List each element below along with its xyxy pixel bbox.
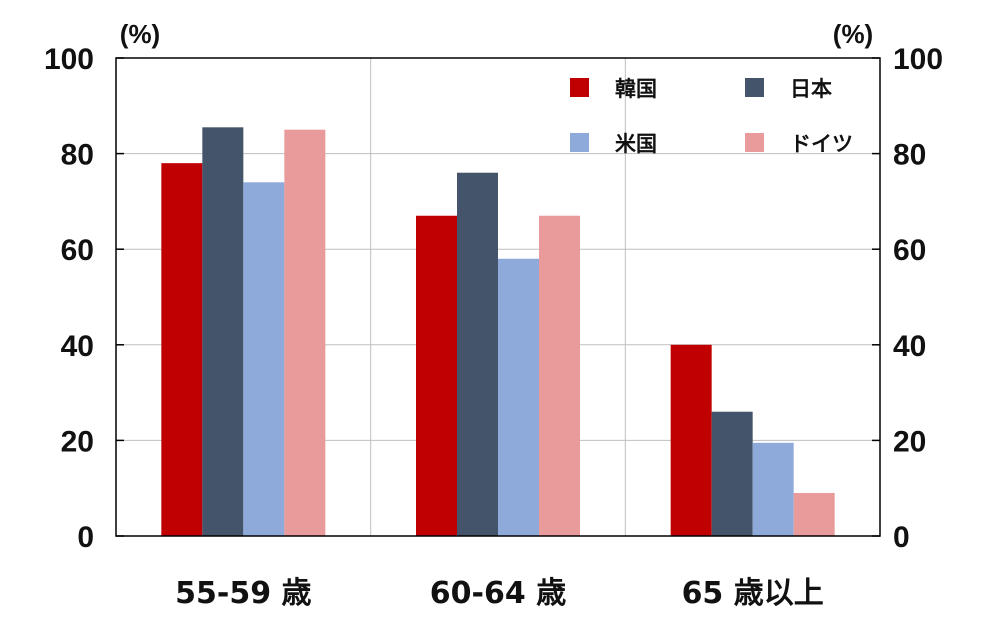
y-unit-left: (%) xyxy=(120,19,160,49)
plot-border xyxy=(115,57,881,537)
y-axis-left-ticks: 0 20 40 60 80 100 xyxy=(44,43,94,554)
y-tick-label-right: 60 xyxy=(893,234,926,267)
y-tick-label-left: 100 xyxy=(44,43,94,76)
y-tick-label-right: 40 xyxy=(893,330,926,363)
legend-swatch xyxy=(745,133,764,152)
bars xyxy=(161,127,835,537)
legend-label: 米国 xyxy=(615,132,657,156)
y-tick-label-right: 80 xyxy=(893,139,926,172)
bar-2-2 xyxy=(457,172,498,536)
x-axis-category-labels: 55-59 歳 60-64 歳 65 歳以上 xyxy=(175,576,824,611)
bar-1-4 xyxy=(284,129,326,536)
bar-3-3 xyxy=(752,442,794,536)
bar-2-3 xyxy=(498,258,539,536)
legend-label: 日本 xyxy=(790,77,832,101)
y-tick-label-left: 0 xyxy=(77,521,94,554)
x-category-label: 65 歳以上 xyxy=(682,576,824,611)
x-category-label: 60-64 歳 xyxy=(430,576,566,611)
x-category-label: 55-59 歳 xyxy=(175,576,311,611)
bar-1-2 xyxy=(202,127,244,536)
y-tick-label-right: 20 xyxy=(893,425,926,458)
bar-3-2 xyxy=(711,411,753,536)
bar-1-3 xyxy=(243,182,285,536)
bar-2-4 xyxy=(539,215,580,537)
legend-label: 韓国 xyxy=(615,77,657,101)
legend-swatch xyxy=(745,78,764,97)
bar-1-1 xyxy=(161,163,203,536)
bar-3-1 xyxy=(670,344,712,536)
y-unit-right: (%) xyxy=(833,19,873,49)
legend-swatch xyxy=(570,133,589,152)
legend-label: ドイツ xyxy=(790,132,853,156)
y-tick-label-left: 20 xyxy=(61,425,94,458)
y-tick-label-left: 80 xyxy=(61,139,94,172)
y-tick-label-left: 60 xyxy=(61,234,94,267)
bar-2-1 xyxy=(416,215,457,537)
y-tick-label-right: 0 xyxy=(893,521,910,554)
y-tick-label-right: 100 xyxy=(893,43,943,76)
legend-swatch xyxy=(570,78,589,97)
y-axis-right-ticks: 0 20 40 60 80 100 xyxy=(893,43,943,554)
bar-3-4 xyxy=(793,492,835,536)
plot-frame xyxy=(115,57,881,537)
y-tick-label-left: 40 xyxy=(61,330,94,363)
